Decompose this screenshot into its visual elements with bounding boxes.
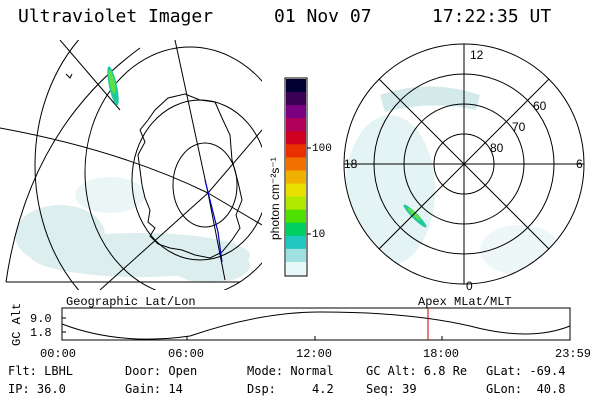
colorbar-cell (286, 170, 306, 185)
polar-plot: 12 18 6 0 60 70 80 (343, 43, 585, 293)
status-glon: GLon: 40.8 (486, 382, 566, 396)
polar-grid (343, 43, 585, 285)
altitude-timeline: Geographic Lat/Lon Apex MLat/MLT 9.0 1.8… (10, 295, 591, 361)
colorbar-cell (286, 248, 306, 263)
status-door: Door: Open (125, 364, 198, 378)
coastline (137, 93, 243, 259)
map-haze (15, 177, 250, 283)
lat-label-60: 60 (533, 99, 547, 113)
time-label: 17:22:35 UT (432, 6, 552, 27)
status-gain: Gain: 14 (125, 382, 183, 396)
lat-label-80: 80 (490, 141, 504, 155)
colorbar-cell (286, 222, 306, 237)
colorbar-cell (286, 131, 306, 145)
timeline-left-caption: Geographic Lat/Lon (66, 295, 196, 309)
status-glat: GLat: -69.4 (486, 364, 566, 378)
track-line (204, 179, 223, 263)
polar-haze (345, 86, 560, 275)
y-axis-label: GC Alt (10, 303, 24, 346)
x-tick-0600: 06:00 (168, 347, 204, 361)
timeline-right-caption: Apex MLat/MLT (418, 295, 512, 309)
colorbar-cell (286, 157, 306, 171)
colorbar-cell (286, 261, 306, 276)
colorbar-cell (286, 92, 306, 106)
x-tick-1800: 18:00 (423, 347, 459, 361)
status-ip: IP: 36.0 (8, 382, 66, 396)
auroral-patch (107, 66, 119, 106)
mlt-label-12: 12 (470, 48, 484, 62)
colorbar-cell (286, 144, 306, 158)
colorbar-cell (286, 209, 306, 224)
x-tick-2359: 23:59 (555, 347, 591, 361)
y-tick-1-8: 1.8 (30, 326, 52, 340)
geographic-map (0, 40, 262, 290)
colorbar-cell (286, 79, 306, 93)
colorbar-cell (286, 183, 306, 198)
status-flt: Flt: LBHL (8, 364, 74, 378)
colorbar-cell (286, 105, 306, 119)
mlt-label-18: 18 (344, 157, 358, 171)
instrument-title: Ultraviolet Imager (18, 6, 214, 27)
colorbar-label-100: 100 (312, 143, 332, 155)
x-tick-0000: 00:00 (40, 347, 76, 361)
colorbar-cell (286, 235, 306, 250)
status-mode: Mode: Normal (247, 364, 334, 378)
mlt-label-6: 6 (576, 157, 583, 171)
coast-fragment (65, 73, 73, 79)
colorbar-unit-label: photon cm⁻²s⁻¹ (268, 157, 282, 240)
color-scale-cells (286, 79, 306, 276)
status-dsp: Dsp: 4.2 (247, 382, 334, 396)
y-tick-9: 9.0 (30, 312, 52, 326)
status-seq: Seq: 39 (366, 382, 417, 396)
status-gc-alt: GC Alt: 6.8 Re (366, 364, 468, 378)
x-tick-1200: 12:00 (296, 347, 332, 361)
mlt-label-0: 0 (466, 279, 473, 293)
longitude-lines (0, 40, 262, 290)
map-boundary (5, 47, 240, 283)
colorbar-label-10: 10 (312, 229, 325, 241)
color-scale: 100 10 photon cm⁻²s⁻¹ (268, 77, 332, 277)
colorbar-cell (286, 118, 306, 132)
lat-label-70: 70 (512, 120, 526, 134)
timeline-frame (61, 307, 571, 341)
colorbar-cell (286, 196, 306, 211)
date-label: 01 Nov 07 (274, 6, 372, 27)
altitude-curve (61, 311, 571, 340)
